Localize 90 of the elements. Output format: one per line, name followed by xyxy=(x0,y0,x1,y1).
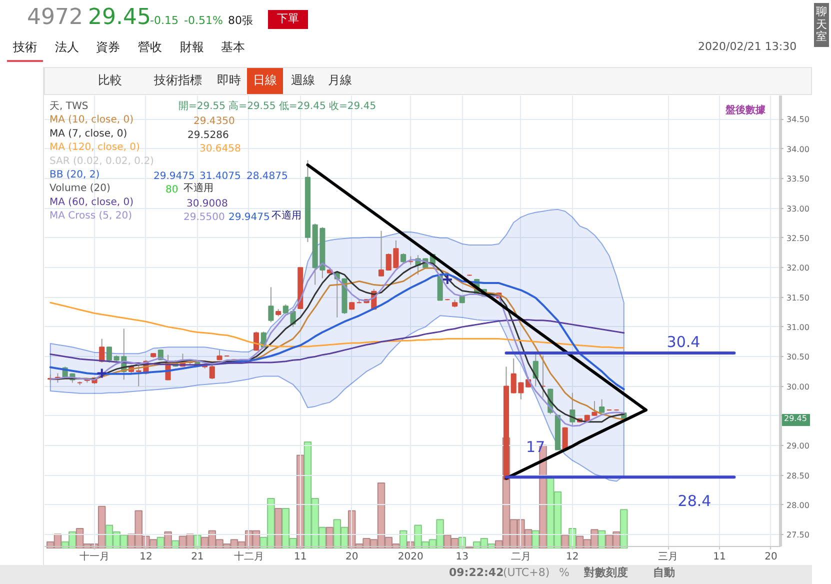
x-tick-label: 二月 xyxy=(510,552,531,562)
annotation: 29.5286 xyxy=(188,130,229,141)
x-tick-label: 13 xyxy=(456,552,468,562)
annotation: 29.9475 xyxy=(154,171,195,182)
y-tick-label: 28.00 xyxy=(786,500,810,510)
annotation: 31.4075 xyxy=(200,171,241,182)
annotation: 29.4350 xyxy=(194,116,235,128)
text: 下單 xyxy=(268,10,308,29)
y-tick-label: 33.50 xyxy=(786,174,810,184)
x-tick-label: 三月 xyxy=(658,552,678,562)
x-tick-label: 十二月 xyxy=(234,550,264,562)
annotation: 28.4 xyxy=(678,492,712,510)
y-tick-label: 27.50 xyxy=(786,530,810,540)
text: 29.45 xyxy=(88,5,151,30)
text: 對數刻度 xyxy=(584,566,628,580)
text: 月線 xyxy=(328,73,352,88)
candlestick xyxy=(99,338,105,364)
text: 29.45 xyxy=(784,414,807,424)
text: MA (60, close, 0) xyxy=(50,196,134,208)
candlestick xyxy=(599,398,605,414)
y-tick-label: 33.00 xyxy=(786,204,810,214)
x-tick-label: 12 xyxy=(140,552,152,562)
text: MA (10, close, 0) xyxy=(50,114,134,126)
x-tick-label: 十一月 xyxy=(80,550,110,562)
text: 09:22:42 xyxy=(449,566,504,580)
text: 週線 xyxy=(291,73,315,88)
annotation: 17 xyxy=(526,438,546,456)
annotation: 30.6458 xyxy=(200,144,241,155)
text: (UTC+8) xyxy=(503,566,550,580)
text: 法人 xyxy=(55,40,79,55)
text: BB (20, 2) xyxy=(50,170,100,180)
candlestick xyxy=(268,286,274,323)
annotation: Volume (20) xyxy=(50,183,110,194)
x-tick-label: 12 xyxy=(566,552,579,562)
text: MA (120, close, 0) xyxy=(50,142,140,154)
y-tick-label: 32.50 xyxy=(786,234,810,243)
annotation: 30.9008 xyxy=(186,198,228,210)
annotation: 29.9475 xyxy=(228,212,270,224)
annotation: 29.5500 xyxy=(184,212,225,224)
text: MA Cross (5, 20) xyxy=(50,210,132,222)
candlestick xyxy=(400,252,406,264)
candlestick xyxy=(106,346,112,364)
x-tick-label: 2020 xyxy=(398,552,424,562)
y-tick-label: 31.00 xyxy=(786,322,810,332)
x-tick-label: 11 xyxy=(713,552,726,562)
y-tick-label: 31.50 xyxy=(786,293,810,302)
text: -0.51% xyxy=(184,14,223,28)
y-tick-label: 34.00 xyxy=(786,144,810,154)
y-tick-label: 28.50 xyxy=(786,471,810,480)
x-tick-label: 20 xyxy=(764,552,778,562)
y-tick-label: 29.00 xyxy=(786,442,810,451)
bar xyxy=(274,508,282,548)
annotation: 開=29.55 高=29.55 低=29.45 收=29.45 xyxy=(178,100,376,112)
annotation: SAR (0.02, 0.02, 0.2) xyxy=(50,156,154,167)
text: 80張 xyxy=(228,14,253,28)
text: 資券 xyxy=(96,40,120,55)
text: MA (7, close, 0) xyxy=(50,128,128,140)
candlestick xyxy=(378,230,384,277)
text: 日線 xyxy=(247,68,283,95)
candlestick xyxy=(540,354,546,398)
text: 基本 xyxy=(221,40,245,55)
annotation: 28.4875 xyxy=(246,171,288,182)
candlestick xyxy=(209,365,215,380)
text: 2020/02/21 13:30 xyxy=(698,40,797,54)
annotation: 30.4 xyxy=(666,333,700,351)
x-tick-label: 20 xyxy=(345,552,358,562)
text: 比較 xyxy=(98,73,122,88)
annotation: 不適用 xyxy=(272,210,302,222)
text: 財報 xyxy=(180,40,204,55)
line-series xyxy=(50,302,625,348)
annotation: 80 xyxy=(166,184,178,196)
annotation: 不適用 xyxy=(184,182,214,194)
annotation: 盤後數據 xyxy=(724,104,766,116)
text: 4972 xyxy=(27,5,83,30)
line-series xyxy=(49,273,625,390)
text: -0.15 xyxy=(150,14,178,28)
text: % xyxy=(559,566,570,580)
y-tick-label: 30.00 xyxy=(786,382,810,392)
text: 技術指標 xyxy=(154,73,202,88)
y-tick-label: 30.50 xyxy=(786,352,810,362)
text: 營收 xyxy=(138,40,162,55)
text: 自動 xyxy=(653,566,675,580)
y-tick-label: 32.00 xyxy=(786,264,810,273)
y-tick-label: 34.50 xyxy=(786,115,810,124)
text: 技術 xyxy=(7,40,43,62)
x-tick-label: 11 xyxy=(294,552,307,562)
text: 即時 xyxy=(217,73,241,88)
bar xyxy=(620,509,628,548)
annotation: 天, TWS xyxy=(50,101,88,112)
x-tick-label: 21 xyxy=(191,552,204,562)
